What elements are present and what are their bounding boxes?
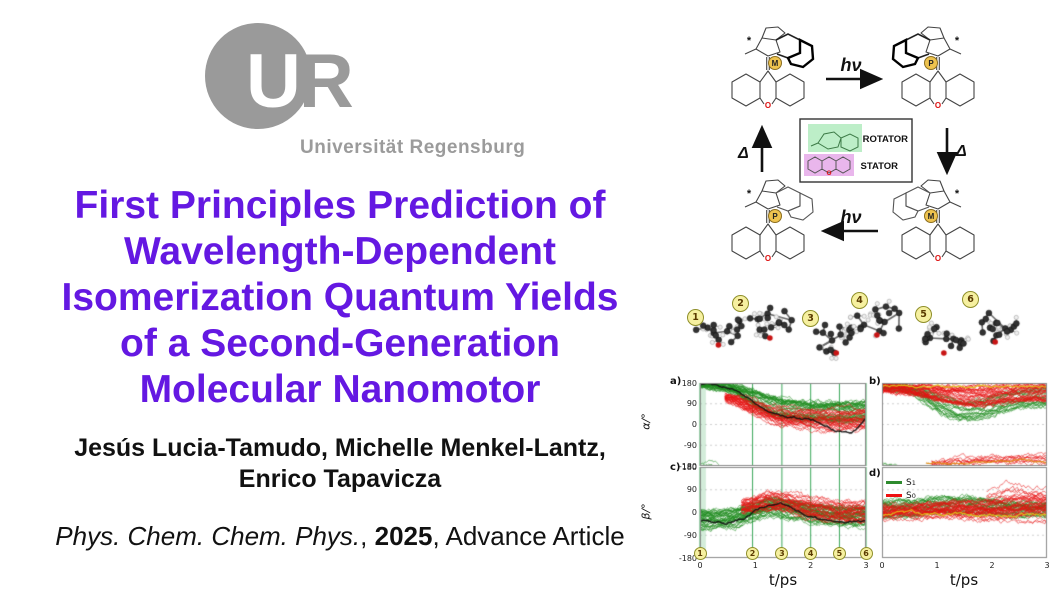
citation: Phys. Chem. Chem. Phys., 2025, Advance A… — [0, 521, 680, 552]
hv-label-bottom: hν — [840, 207, 861, 227]
journal-name: Phys. Chem. Chem. Phys. — [55, 521, 361, 551]
stereocenter-star: * — [955, 35, 960, 47]
logo-circle — [205, 23, 311, 129]
helicity-badge-letter: M — [928, 212, 935, 221]
helicity-badge — [768, 209, 782, 223]
title-line: Isomerization Quantum Yields — [61, 276, 619, 319]
conformer-structures-canvas — [660, 283, 1058, 375]
author-line: Jesús Lucia-Tamudo, Michelle Menkel-Lant… — [74, 434, 606, 462]
trajectory-plots-canvas — [645, 372, 1058, 595]
motor-structure — [892, 179, 975, 260]
delta-label-left: Δ — [737, 145, 749, 162]
logo-letter-u: U — [246, 39, 301, 124]
title-line: Molecular Nanomotor — [139, 368, 541, 411]
citation-sep: , — [360, 521, 375, 551]
hv-label-top: hν — [840, 55, 861, 75]
citation-year: 2025 — [374, 521, 433, 551]
isomerization-cycle-diagram: hν hν Δ Δ ROTATOR O STATOR O * M O * P O * P O * M — [731, 26, 975, 263]
citation-status: Advance Article — [445, 521, 625, 551]
motor-structure — [731, 179, 814, 260]
motor-structures: O * M O * P O * P O * M — [731, 26, 975, 263]
stator-highlight — [804, 154, 854, 176]
helicity-badge — [924, 56, 938, 70]
helicity-badge — [768, 56, 782, 70]
paper-title: First Principles Prediction of Wavelengt… — [0, 183, 680, 413]
title-line: Wavelength-Dependent — [124, 230, 556, 273]
title-line: First Principles Prediction of — [74, 184, 606, 227]
stator-oxygen-label: O — [826, 170, 831, 177]
logo-letters: UR — [246, 44, 354, 120]
oxygen-label: O — [765, 101, 771, 110]
rotator-stator-legend: ROTATOR O STATOR — [799, 118, 913, 183]
rotator-skeleton — [810, 131, 859, 152]
logo-letter-r: R — [298, 39, 354, 124]
helicity-badge — [924, 209, 938, 223]
author-line: Enrico Tapavicza — [238, 465, 442, 493]
helicity-badge-letter: P — [928, 59, 934, 68]
helicity-badge-letter: P — [772, 212, 778, 221]
helicity-badge-letter: M — [772, 59, 779, 68]
motor-structure — [731, 26, 815, 107]
oxygen-label: O — [765, 254, 771, 263]
citation-sep: , — [432, 521, 446, 551]
stereocenter-star: * — [747, 188, 752, 200]
delta-label-right: Δ — [955, 143, 967, 160]
stereocenter-star: * — [955, 188, 960, 200]
oxygen-label: O — [935, 254, 941, 263]
logo-institution-name: Universität Regensburg — [300, 137, 526, 158]
author-list: Jesús Lucia-Tamudo, Michelle Menkel-Lant… — [0, 433, 680, 495]
stator-skeleton — [807, 156, 851, 174]
title-line: of a Second-Generation — [120, 322, 560, 365]
rotator-label: ROTATOR — [863, 134, 909, 145]
stator-label: STATOR — [861, 161, 899, 172]
oxygen-label: O — [935, 101, 941, 110]
stereocenter-star: * — [747, 35, 752, 47]
